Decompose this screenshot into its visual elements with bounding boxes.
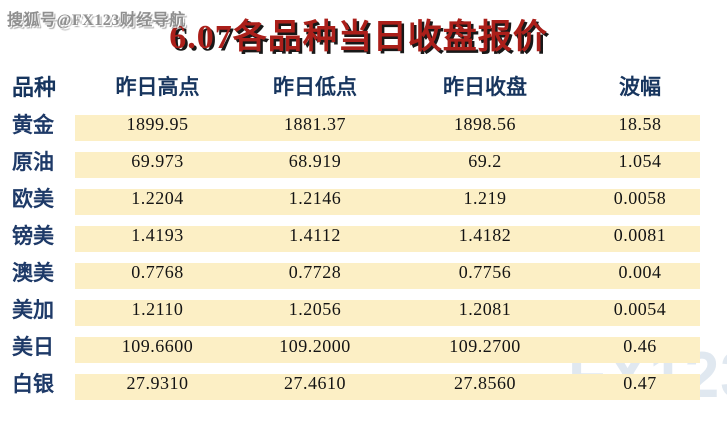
- row-band: [75, 152, 700, 178]
- row-band: [75, 263, 700, 289]
- row-label: 黄金: [12, 113, 54, 137]
- table-body: 黄金 1899.95 1881.37 1898.56 18.58 原油 69.9…: [0, 104, 700, 400]
- table-row: 黄金 1899.95 1881.37 1898.56 18.58: [0, 104, 700, 141]
- cell-close: 1898.56: [454, 113, 516, 134]
- row-label: 澳美: [12, 261, 54, 285]
- cell-close: 1.4182: [458, 224, 512, 245]
- row-band: [75, 300, 700, 326]
- row-label: 美日: [12, 335, 54, 359]
- cell-low: 1.2056: [288, 298, 342, 319]
- cell-low: 1.4112: [289, 224, 341, 245]
- header-cell-low: 昨日低点: [273, 75, 357, 99]
- cell-high: 1.2110: [131, 298, 184, 319]
- table-row: 欧美 1.2204 1.2146 1.219 0.0058: [0, 178, 700, 215]
- header-cell-range: 波幅: [619, 75, 661, 99]
- cell-low: 1.2146: [288, 187, 342, 208]
- table-row: 美日 109.6600 109.2000 109.2700 0.46: [0, 326, 700, 363]
- cell-range: 0.47: [623, 372, 657, 393]
- cell-high: 0.7768: [131, 261, 184, 282]
- cell-range: 0.004: [618, 261, 662, 282]
- cell-high: 1.2204: [131, 187, 184, 208]
- header-cell-close: 昨日收盘: [443, 75, 527, 99]
- row-label: 白银: [12, 372, 54, 396]
- table-row: 原油 69.973 68.919 69.2 1.054: [0, 141, 700, 178]
- header-cell-variety: 品种: [12, 75, 57, 100]
- cell-high: 1899.95: [126, 113, 189, 134]
- cell-close: 0.7756: [458, 261, 512, 282]
- cell-close: 27.8560: [454, 372, 516, 393]
- table-row: 澳美 0.7768 0.7728 0.7756 0.004: [0, 252, 700, 289]
- cell-high: 109.6600: [121, 335, 194, 356]
- row-label: 美加: [12, 298, 54, 322]
- cell-close: 1.219: [463, 187, 507, 208]
- cell-close: 1.2081: [458, 298, 512, 319]
- cell-high: 69.973: [131, 150, 184, 171]
- cell-high: 27.9310: [126, 372, 189, 393]
- cell-low: 27.4610: [284, 372, 346, 393]
- cell-range: 0.46: [623, 335, 657, 356]
- header-row: 品种 昨日高点 昨日低点 昨日收盘 波幅: [0, 70, 700, 102]
- cell-high: 1.4193: [131, 224, 184, 245]
- page-title: 6.07各品种当日收盘报价: [169, 19, 548, 56]
- row-band: [75, 189, 700, 215]
- cell-close: 109.2700: [449, 335, 521, 356]
- row-band: [75, 226, 700, 252]
- cell-low: 1881.37: [284, 113, 346, 134]
- cell-range: 1.054: [618, 150, 662, 171]
- cell-low: 0.7728: [288, 261, 342, 282]
- header-cell-high: 昨日高点: [115, 75, 200, 99]
- row-label: 欧美: [12, 187, 54, 211]
- table-row: 美加 1.2110 1.2056 1.2081 0.0054: [0, 289, 700, 326]
- quotes-table: 品种 昨日高点 昨日低点 昨日收盘 波幅 黄金 1899.95 1881.37 …: [0, 70, 700, 400]
- cell-range: 0.0081: [613, 224, 667, 245]
- table-row: 镑美 1.4193 1.4112 1.4182 0.0081: [0, 215, 700, 252]
- cell-range: 0.0054: [613, 298, 667, 319]
- cell-range: 0.0058: [613, 187, 667, 208]
- cell-low: 68.919: [288, 150, 342, 171]
- table-row: 白银 27.9310 27.4610 27.8560 0.47: [0, 363, 700, 400]
- row-band: [75, 374, 700, 400]
- row-band: [75, 337, 700, 363]
- cell-close: 69.2: [468, 150, 502, 171]
- cell-range: 18.58: [618, 113, 662, 134]
- row-label: 镑美: [12, 224, 54, 248]
- cell-low: 109.2000: [279, 335, 351, 356]
- sohu-account-watermark: 搜狐号@FX123财经导航: [7, 12, 186, 29]
- row-label: 原油: [12, 150, 54, 174]
- row-band: [75, 115, 700, 141]
